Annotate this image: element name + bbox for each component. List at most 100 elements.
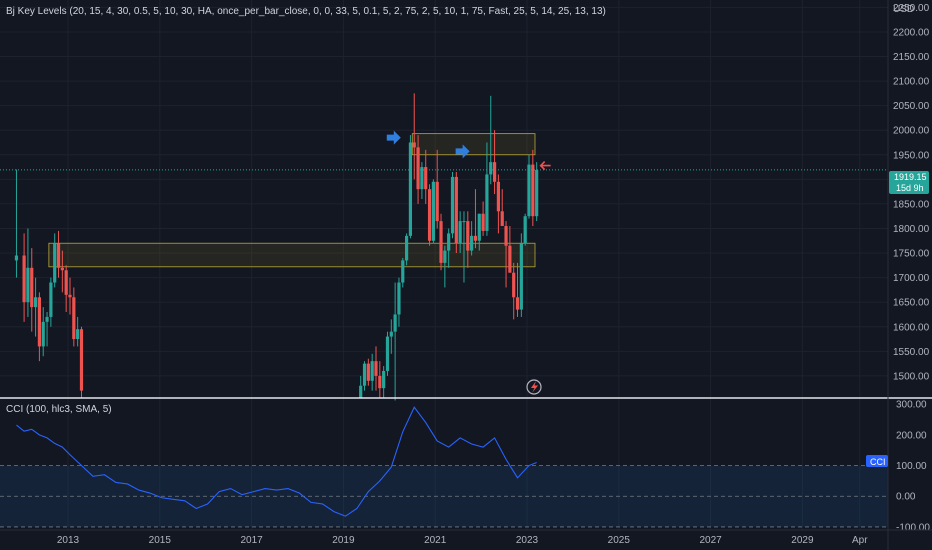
candle[interactable] (496, 174, 500, 234)
candle[interactable] (393, 282, 397, 401)
candle[interactable] (481, 201, 485, 236)
candle-body (512, 272, 516, 298)
cci-line[interactable] (16, 406, 537, 517)
candle-body (450, 176, 455, 234)
candle-body (435, 181, 439, 222)
candle-body (33, 297, 38, 308)
candle[interactable] (362, 361, 367, 391)
indicator-header[interactable]: Bj Key Levels (20, 15, 4, 30, 0.5, 5, 10… (6, 6, 606, 17)
candle[interactable] (485, 142, 489, 236)
candle[interactable] (470, 221, 474, 256)
arrow-right-icon (455, 144, 470, 159)
candle[interactable] (14, 169, 19, 278)
candle-body (405, 235, 409, 261)
candle[interactable] (416, 135, 420, 204)
cci-tick-label: 100.00 (896, 461, 927, 472)
candle[interactable] (527, 154, 531, 219)
candle[interactable] (37, 292, 41, 362)
candle[interactable] (439, 213, 443, 271)
candle[interactable] (454, 171, 458, 254)
candle[interactable] (531, 149, 535, 227)
time-tick-label: 2017 (240, 535, 263, 546)
candle[interactable] (424, 149, 428, 204)
candle[interactable] (30, 248, 34, 332)
candle[interactable] (64, 265, 68, 313)
candle[interactable] (45, 312, 49, 347)
arrow-left-icon (539, 161, 551, 171)
candle[interactable] (359, 375, 363, 398)
candle-body (37, 297, 41, 347)
candle[interactable] (489, 95, 493, 185)
candle[interactable] (504, 221, 508, 288)
cci-tick-label: -100.00 (896, 522, 930, 533)
candle[interactable] (382, 366, 386, 398)
candle[interactable] (519, 233, 523, 317)
candle[interactable] (443, 245, 447, 288)
candle[interactable] (477, 213, 481, 251)
candle[interactable] (374, 346, 378, 391)
candle[interactable] (408, 135, 413, 239)
price-tick-label: 1600.00 (893, 322, 930, 333)
lightning-icon[interactable] (526, 379, 542, 395)
candle[interactable] (523, 213, 527, 246)
candle[interactable] (401, 257, 405, 288)
candle[interactable] (473, 189, 478, 249)
cci-badge (866, 455, 888, 467)
candle[interactable] (76, 316, 80, 347)
candle[interactable] (79, 326, 84, 398)
candle-body (41, 321, 45, 347)
candle-body (535, 169, 539, 217)
candle[interactable] (462, 211, 466, 283)
candle[interactable] (535, 162, 539, 222)
price-tick-label: 2050.00 (893, 101, 930, 112)
candle[interactable] (512, 262, 516, 320)
grid-layer (0, 0, 888, 530)
candle[interactable] (56, 230, 61, 278)
candle[interactable] (458, 211, 462, 254)
candle[interactable] (385, 331, 390, 376)
price-tick-label: 1750.00 (893, 249, 930, 260)
candle[interactable] (49, 277, 53, 327)
candle[interactable] (412, 93, 416, 180)
candle[interactable] (22, 233, 26, 322)
candle[interactable] (33, 277, 38, 337)
candle[interactable] (508, 226, 512, 273)
price-tick-label: 1500.00 (893, 371, 930, 382)
cci-header[interactable]: CCI (100, hlc3, SMA, 5) (6, 404, 112, 415)
cci-badge-label: CCI (870, 457, 886, 467)
candle-body (64, 270, 68, 295)
key-level-zone[interactable] (48, 242, 536, 268)
key-level-zone[interactable] (411, 133, 536, 156)
candle[interactable] (26, 228, 30, 317)
currency-label: USD (893, 4, 914, 15)
candle[interactable] (447, 228, 451, 268)
price-tick-label: 1700.00 (893, 273, 930, 284)
candle[interactable] (492, 130, 497, 195)
time-tick-label: 2025 (608, 535, 631, 546)
price-tick-label: 1800.00 (893, 224, 930, 235)
candle[interactable] (500, 189, 504, 227)
candle[interactable] (515, 262, 520, 317)
candle[interactable] (450, 171, 455, 239)
candle-body (492, 162, 497, 182)
candle[interactable] (72, 287, 76, 347)
candle[interactable] (378, 361, 382, 398)
candle[interactable] (427, 184, 432, 246)
axis-layer: 2250.00 2200.00 2150.00 2100.00 2050.00 2000.… (57, 3, 930, 546)
candle[interactable] (53, 233, 57, 288)
candle[interactable] (60, 250, 64, 293)
candle[interactable] (466, 211, 470, 268)
candle[interactable] (397, 277, 401, 327)
candle[interactable] (420, 162, 424, 199)
candle[interactable] (370, 353, 374, 391)
candle[interactable] (431, 179, 435, 244)
candle[interactable] (405, 233, 409, 266)
candle[interactable] (435, 149, 439, 229)
candle[interactable] (366, 358, 370, 386)
zone-layer (48, 133, 536, 268)
candle[interactable] (41, 307, 45, 357)
last-price-badge (889, 171, 929, 194)
candle[interactable] (68, 277, 72, 315)
candle[interactable] (389, 319, 393, 354)
